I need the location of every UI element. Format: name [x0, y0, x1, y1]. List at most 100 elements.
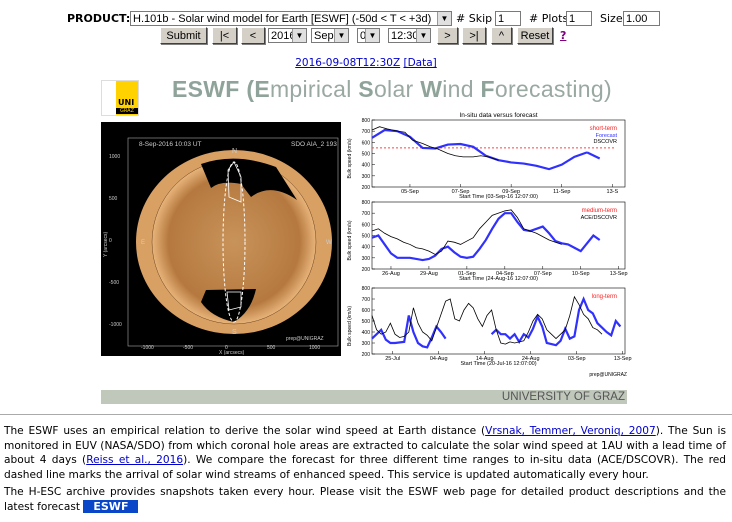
help-link[interactable]: ? [560, 29, 567, 42]
xtick-label: 04-Aug [430, 356, 448, 362]
university-footer-bar: UNIVERSITY OF GRAZ [101, 390, 627, 404]
ytick-label: 400 [362, 245, 371, 251]
ytick-label: 800 [362, 200, 371, 206]
first-button[interactable]: |< [212, 27, 237, 44]
xtick-label: 09-Sep [502, 189, 520, 195]
legend-entry: DSCOVR [593, 139, 617, 145]
ytick-label: 300 [362, 341, 371, 347]
submit-button[interactable]: Submit [160, 27, 207, 44]
size-label: Size [600, 12, 623, 25]
logo-text-top: UNI [118, 98, 135, 107]
up-button[interactable]: ^ [491, 27, 512, 44]
ytick-label: 600 [362, 222, 371, 228]
ytick-label: 200 [362, 267, 371, 273]
ytick-label: 500 [362, 152, 371, 158]
series-dscovr [371, 126, 499, 161]
sun-credit: prep@UNIGRAZ [286, 336, 324, 342]
reiss-reference-link[interactable]: Reiss et al., 2016 [86, 454, 184, 466]
ytick-label: 500 [362, 234, 371, 240]
data-link[interactable]: [Data] [403, 57, 437, 69]
year-value: 2016 [271, 30, 296, 42]
xtick-label: 05-Sep [401, 189, 419, 195]
xtick-label: 10-Sep [572, 271, 590, 277]
sun-euv-image: 8-Sep-2016 10:03 UT SDO AIA_2 193 N S E … [101, 122, 341, 356]
ytick-label: 500 [362, 319, 371, 325]
ytick-label: 400 [362, 330, 371, 336]
reset-button[interactable]: Reset [517, 27, 553, 44]
description-paragraph: The ESWF uses an empirical relation to d… [4, 425, 727, 481]
previous-button[interactable]: < [241, 27, 265, 44]
time-select[interactable]: 12:30 ▼ [388, 28, 431, 43]
series-forecast [490, 296, 622, 347]
ytick-label: 200 [362, 352, 371, 358]
last-button[interactable]: >| [462, 27, 486, 44]
sun-xlabel: X (arcsecs) [219, 350, 245, 356]
vrsnak-reference-link[interactable]: Vrsnak, Temmer, Veroniq, 2007 [485, 425, 656, 437]
x-axis-label: Start Time (20-Jul-16 12:07:00) [460, 361, 536, 367]
xtick-label: 26-Aug [382, 271, 400, 277]
sun-xtick-label: -500 [183, 345, 193, 351]
logo-text-bottom: GRAZ [116, 108, 138, 114]
xtick-label: 13-S [607, 189, 619, 195]
series-forecast-tail [586, 151, 601, 160]
legend-entry: ACE/DSCOVR [581, 215, 617, 221]
xtick-label: 13-Sep [614, 356, 632, 362]
ytick-label: 200 [362, 185, 371, 191]
xtick-label: 07-Sep [534, 271, 552, 277]
next-button[interactable]: > [437, 27, 458, 44]
sun-north-label: N [232, 148, 237, 155]
x-axis-label: Start Time (03-Sep-16 12:07:00) [459, 194, 538, 200]
month-select[interactable]: Sep ▼ [311, 28, 349, 43]
xtick-label: 14-Aug [476, 356, 494, 362]
year-select[interactable]: 2016 ▼ [268, 28, 307, 43]
legend-entry: Forecast [596, 133, 618, 139]
date-link[interactable]: 2016-09-08T12:30Z [295, 57, 401, 69]
series-observed [371, 295, 603, 345]
sun-south-label: S [232, 329, 237, 336]
product-label: PRODUCT: [67, 12, 131, 25]
ytick-label: 700 [362, 297, 371, 303]
page-title: ESWF (Empirical Solar Wind Forecasting) [172, 76, 612, 102]
xtick-label: 04-Sep [496, 271, 514, 277]
chart-title: In-situ data versus forecast [459, 112, 537, 119]
product-select-value: H.101b - Solar wind model for Earth [ESW… [133, 13, 432, 25]
xtick-label: 29-Aug [420, 271, 438, 277]
eswf-button[interactable]: ESWF [83, 499, 139, 513]
sun-ytick-label: 500 [109, 196, 118, 202]
skip-input[interactable]: 1 [495, 11, 521, 26]
archive-paragraph: The H-ESC archive provides snapshots tak… [4, 486, 726, 513]
product-select[interactable]: H.101b - Solar wind model for Earth [ESW… [130, 11, 452, 26]
sun-ytick-label: -1000 [109, 322, 122, 328]
xtick-label: 07-Sep [452, 189, 470, 195]
xtick-label: 11-Sep [553, 189, 570, 195]
series-forecast [371, 212, 601, 262]
range-label: long-term [592, 294, 617, 300]
chevron-down-icon: ▼ [416, 29, 430, 42]
series-forecast [371, 315, 447, 349]
sun-xtick-label: -1000 [141, 345, 154, 351]
ytick-label: 300 [362, 256, 371, 262]
plots-input[interactable]: 1 [566, 11, 592, 26]
ytick-label: 600 [362, 140, 371, 146]
ytick-label: 300 [362, 174, 371, 180]
day-select[interactable]: 08▼ [357, 28, 380, 43]
sun-instrument: SDO AIA_2 193 [291, 141, 337, 148]
size-input[interactable]: 1.00 [623, 11, 660, 26]
sun-xtick-label: 500 [267, 345, 276, 351]
sun-ytick-label: 1000 [109, 154, 120, 160]
ytick-label: 600 [362, 308, 371, 314]
ytick-label: 800 [362, 118, 371, 124]
xtick-label: 01-Sep [458, 271, 476, 277]
xtick-label: 24-Aug [522, 356, 540, 362]
chevron-down-icon: ▼ [292, 29, 306, 42]
ytick-label: 800 [362, 286, 371, 292]
sun-timestamp: 8-Sep-2016 10:03 UT [139, 141, 202, 148]
insitu-vs-forecast-charts: 800 700 600 500 400 300 200 05-Sep 07-Sep 09-Sep 1… [347, 112, 632, 378]
sun-east-label: E [141, 240, 145, 246]
divider [0, 414, 732, 415]
ytick-label: 700 [362, 211, 371, 217]
plots-label: # Plots [529, 12, 569, 25]
sun-ytick-label: -500 [109, 280, 119, 286]
x-axis-label: Start Time (24-Aug-16 12:07:00) [459, 276, 538, 282]
ytick-label: 400 [362, 163, 371, 169]
